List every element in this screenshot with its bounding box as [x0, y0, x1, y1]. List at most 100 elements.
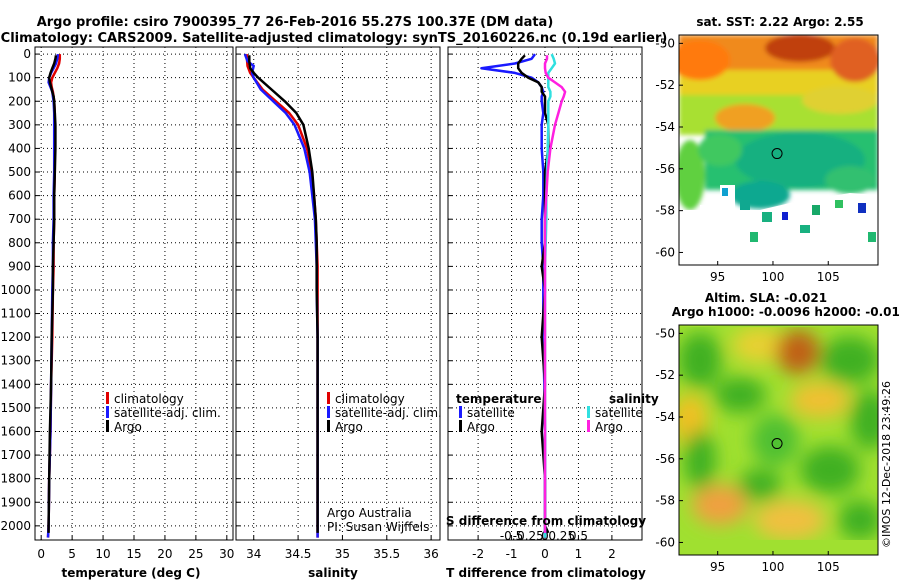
legend-swatch-t-argo [459, 420, 462, 432]
lat-tick-label: -60 [655, 535, 675, 549]
x-tick-label: -2 [472, 547, 484, 561]
x-tick-label: 20 [157, 547, 172, 561]
legend-salinity-header: salinity [609, 392, 659, 406]
x-tick-label: 30 [219, 547, 234, 561]
legend-swatch-satellite [106, 406, 109, 418]
series-line-satellite-adj-clim- [243, 53, 319, 538]
s-tick-label: 0.25 [548, 529, 575, 543]
x-tick-label: 1 [575, 547, 583, 561]
lat-tick-label: -56 [655, 162, 675, 176]
legend-argo: Argo [114, 420, 142, 434]
lon-tick-label: 95 [710, 560, 725, 574]
sla-map-title1: Altim. SLA: -0.021 [705, 291, 827, 305]
sst-map-image [679, 35, 878, 265]
depth-tick-label: 1300 [0, 354, 31, 368]
series-line-argo [248, 55, 319, 533]
sst-map-ticks: -50 -52 -54 -56 -58 -60 95 100 105 [655, 36, 839, 284]
depth-tick-label: 200 [8, 94, 31, 108]
salinity-axis-label: salinity [308, 566, 358, 580]
lat-tick-label: -54 [655, 120, 675, 134]
depth-tick-label: 1500 [0, 401, 31, 415]
depth-tick-label: 900 [8, 259, 31, 273]
legend-climatology: climatology [114, 392, 184, 406]
x-tick-label: 10 [95, 547, 110, 561]
figure-title-line2: Climatology: CARS2009. Satellite-adjuste… [1, 31, 668, 46]
legend-t-argo: Argo [467, 420, 495, 434]
depth-tick-label: 0 [23, 47, 31, 61]
lon-tick-label: 100 [762, 270, 785, 284]
lon-tick-label: 105 [817, 560, 840, 574]
sst-map-title: sat. SST: 2.22 Argo: 2.55 [696, 15, 863, 29]
sla-map-ticks: -50 -52 -54 -56 -58 -60 95 100 105 [655, 326, 839, 574]
lat-tick-label: -52 [655, 368, 675, 382]
lon-tick-label: 95 [710, 270, 725, 284]
legend-t-satellite: satellite [467, 406, 515, 420]
temperature-legend: climatology satellite-adj. clim. Argo [106, 392, 221, 434]
legend-temperature-header: temperature [456, 392, 541, 406]
figure-title-line1: Argo profile: csiro 7900395_77 26-Feb-20… [37, 15, 554, 30]
depth-tick-labels: 0 100 200 300 400 500 600 700 800 900 1000 1100 1200… [0, 47, 31, 533]
depth-tick-label: 300 [8, 118, 31, 132]
legend-swatch-s-satellite [587, 406, 590, 418]
depth-tick-label: 500 [8, 165, 31, 179]
lat-tick-label: -50 [655, 326, 675, 340]
x-tick-label: 35.5 [373, 547, 400, 561]
legend-swatch-argo [106, 420, 109, 432]
x-tick-label: -1 [506, 547, 518, 561]
legend-swatch-s-argo [587, 420, 590, 432]
series-line-salinity-argo [543, 55, 567, 533]
legend-satellite: satellite-adj. clim. [335, 406, 442, 420]
x-tick-labels: 0 5 10 15 20 25 30 34 34.5 35 35.5 36 -2 -1 0 1 2 -0.5-0.… [37, 529, 615, 561]
sla-map-title2: Argo h1000: -0.0096 h2000: -0.015 [672, 305, 900, 319]
s-tick-label: -0.25 [513, 529, 544, 543]
credit-line2: PI: Susan Wijffels [327, 520, 429, 534]
x-tick-label: 36 [423, 547, 438, 561]
x-tick-label: 34 [246, 547, 261, 561]
sla-map-frame [678, 324, 879, 556]
legend-swatch-argo [327, 420, 330, 432]
depth-tick-label: 600 [8, 189, 31, 203]
legend-swatch-satellite [327, 406, 330, 418]
lat-tick-label: -58 [655, 204, 675, 218]
legend-climatology: climatology [335, 392, 405, 406]
s-tick-label: -0.5 [500, 529, 523, 543]
x-tick-label: 35 [335, 547, 350, 561]
depth-tick-label: 1100 [0, 307, 31, 321]
lat-tick-label: -58 [655, 494, 675, 508]
series-line-argo [47, 55, 58, 533]
credit-line1: Argo Australia [327, 506, 412, 520]
depth-tick-label: 1900 [0, 495, 31, 509]
legend-s-argo: Argo [595, 420, 623, 434]
salinity-panel-frame [235, 46, 441, 541]
sst-argo-location-marker [771, 148, 783, 160]
lon-tick-label: 100 [762, 560, 785, 574]
lon-tick-label: 105 [817, 270, 840, 284]
depth-tick-label: 1400 [0, 377, 31, 391]
series-line-climatology [245, 54, 319, 538]
depth-tick-label: 1600 [0, 424, 31, 438]
legend-swatch-t-satellite [459, 406, 462, 418]
t-difference-axis-label: T difference from climatology [446, 566, 646, 580]
x-tick-label: 25 [188, 547, 203, 561]
x-tick-label: 15 [126, 547, 141, 561]
lat-tick-label: -52 [655, 78, 675, 92]
legend-argo: Argo [335, 420, 363, 434]
depth-tick-label: 2000 [0, 519, 31, 533]
legend-s-satellite: satellite [595, 406, 643, 420]
lat-tick-label: -60 [655, 245, 675, 259]
temperature-panel-frame [34, 46, 234, 541]
grid-layer [35, 47, 642, 540]
x-tick-label: 5 [68, 547, 76, 561]
s-difference-label: S difference from climatology [446, 514, 646, 528]
lat-tick-label: -54 [655, 410, 675, 424]
x-tick-label: 0 [37, 547, 45, 561]
depth-tick-label: 800 [8, 236, 31, 250]
depth-tick-label: 100 [8, 71, 31, 85]
x-tick-label: 34.5 [285, 547, 312, 561]
imos-watermark: ©IMOS 12-Dec-2018 23:49:26 [880, 381, 893, 548]
s-tick-label: 0.5 [569, 529, 588, 543]
temperature-axis-label: temperature (deg C) [62, 566, 201, 580]
depth-tick-label: 400 [8, 141, 31, 155]
